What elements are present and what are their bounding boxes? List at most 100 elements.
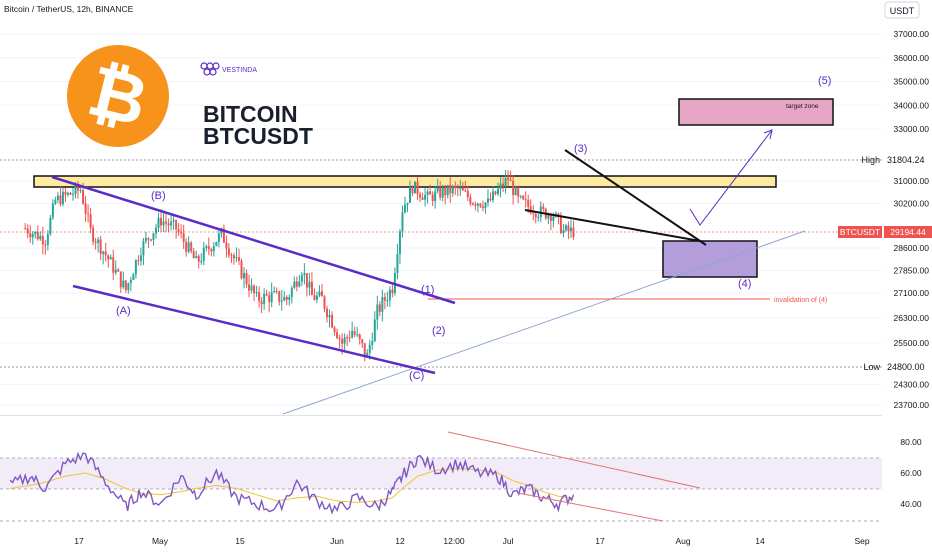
candle-body xyxy=(200,261,203,263)
price-tick-labels: 37000.00 36000.00 35000.00 34000.00 33000.00… xyxy=(894,29,930,410)
time-tick-label: 17 xyxy=(74,536,84,546)
support-trendline[interactable] xyxy=(282,230,806,415)
projection-arrow[interactable] xyxy=(689,129,773,226)
candle-body xyxy=(293,281,296,288)
candle-body xyxy=(559,216,562,234)
candle-body xyxy=(486,198,489,203)
candle-body xyxy=(139,255,142,261)
candle-body xyxy=(180,231,183,234)
candle-body xyxy=(504,178,507,187)
candle-body xyxy=(87,213,90,215)
candle-body xyxy=(46,234,49,245)
wedge-upper-line[interactable] xyxy=(51,175,456,305)
candle-body xyxy=(529,206,532,214)
candle-body xyxy=(469,197,472,204)
candle-body xyxy=(253,285,256,294)
time-axis[interactable] xyxy=(0,530,932,550)
candle-body xyxy=(341,338,344,344)
candle-body xyxy=(232,255,235,259)
candle-body xyxy=(300,275,303,282)
wedge-lower-line[interactable] xyxy=(72,284,436,375)
candle-body xyxy=(419,194,422,198)
candle-body xyxy=(109,257,112,260)
candle-body xyxy=(431,194,434,202)
candle-body xyxy=(59,195,62,205)
candle-body xyxy=(197,256,200,262)
candle-body xyxy=(187,242,190,252)
candle-body xyxy=(165,221,168,224)
candle-body xyxy=(343,337,346,344)
triangle-upper-line[interactable] xyxy=(564,149,707,246)
resistance-zone[interactable] xyxy=(33,175,777,188)
candle-body xyxy=(237,257,240,261)
time-tick-label: 12:00 xyxy=(443,536,465,546)
target-zone-box[interactable] xyxy=(678,98,834,126)
price-tick-label: 27100.00 xyxy=(894,288,930,298)
symbol-title[interactable]: Bitcoin / TetherUS, 12h, BINANCE xyxy=(4,4,134,14)
price-tick-label: 36000.00 xyxy=(894,53,930,63)
candle-body xyxy=(524,199,527,201)
candle-body xyxy=(36,231,39,240)
candle-body xyxy=(451,186,454,194)
candle-body xyxy=(157,217,160,228)
rsi-indicator xyxy=(9,451,575,515)
candle-body xyxy=(29,233,32,238)
rsi-upper-trendline[interactable] xyxy=(447,431,701,489)
candle-body xyxy=(373,319,376,342)
candle-body xyxy=(512,180,515,196)
candle-body xyxy=(414,181,417,194)
candle-body xyxy=(449,184,452,194)
candle-body xyxy=(424,194,427,200)
candle-body xyxy=(280,300,283,302)
price-scale[interactable] xyxy=(882,0,932,550)
candle-body xyxy=(446,184,449,196)
candle-body xyxy=(290,287,293,298)
candle-body xyxy=(507,178,510,180)
wave-1-label: (1) xyxy=(421,284,434,296)
wave-c-label: (C) xyxy=(409,370,424,382)
time-tick-label: 17 xyxy=(595,536,605,546)
last-price-value: 29194.44 xyxy=(890,227,926,237)
candle-body xyxy=(547,214,550,219)
time-tick-label: 12 xyxy=(395,536,405,546)
candle-body xyxy=(562,230,565,234)
candle-body xyxy=(84,203,87,214)
candle-body xyxy=(305,273,308,288)
candle-body xyxy=(479,203,482,207)
candle-body xyxy=(295,281,298,287)
candle-body xyxy=(104,251,107,256)
candle-body xyxy=(403,204,406,213)
candle-body xyxy=(454,186,457,188)
triangle-lower-line[interactable] xyxy=(524,209,701,242)
candle-body xyxy=(331,315,334,328)
candle-body xyxy=(494,191,497,195)
candle-body xyxy=(185,241,188,252)
currency-button[interactable] xyxy=(884,1,920,19)
high-value: 31804.24 xyxy=(887,155,925,165)
candle-body xyxy=(509,179,512,181)
candle-body xyxy=(142,241,145,256)
candle-body xyxy=(398,231,401,254)
candle-body xyxy=(61,191,64,205)
candle-body xyxy=(97,239,100,243)
wave4-zone-box[interactable] xyxy=(662,240,758,278)
price-tick-label: 27850.00 xyxy=(894,266,930,276)
price-tick-label: 24300.00 xyxy=(894,379,930,389)
candle-body xyxy=(250,285,253,291)
rsi-tick-label: 80.00 xyxy=(900,437,922,447)
candle-body xyxy=(154,227,157,234)
candle-body xyxy=(464,190,467,192)
price-tick-label: 34000.00 xyxy=(894,100,930,110)
candle-body xyxy=(466,190,469,198)
wave-4-label: (4) xyxy=(738,278,751,290)
price-tick-label: 31000.00 xyxy=(894,176,930,186)
rsi-lower-trendline[interactable] xyxy=(517,492,664,522)
candle-body xyxy=(172,220,175,222)
candle-body xyxy=(444,188,447,196)
candle-body xyxy=(492,191,494,201)
time-tick-label: May xyxy=(152,536,169,546)
candle-body xyxy=(99,239,102,254)
candle-body xyxy=(363,343,366,356)
